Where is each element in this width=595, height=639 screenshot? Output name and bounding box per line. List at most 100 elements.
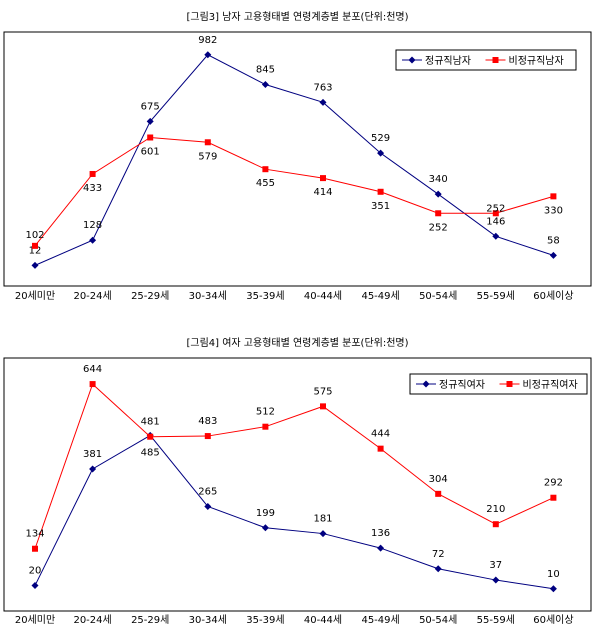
legend-label: 비정규직남자 bbox=[509, 55, 564, 67]
data-point bbox=[550, 193, 557, 200]
data-point bbox=[550, 494, 557, 501]
data-point bbox=[31, 582, 39, 590]
data-point bbox=[377, 445, 384, 452]
data-label: 330 bbox=[544, 205, 563, 216]
legend-marker bbox=[492, 57, 499, 63]
data-point bbox=[204, 433, 211, 440]
data-point bbox=[89, 465, 97, 473]
data-point bbox=[146, 117, 154, 125]
female-age-distribution-chart: 20세미만 20-24세 25-29세 30-34세 35-39세 40-44세 45-49… bbox=[3, 357, 592, 626]
x-tick-label: 55-59세 bbox=[477, 290, 515, 302]
x-tick-label: 30-34세 bbox=[189, 614, 227, 626]
data-label: 455 bbox=[256, 178, 275, 189]
data-label: 102 bbox=[25, 230, 44, 241]
data-point bbox=[262, 166, 269, 173]
data-point bbox=[204, 51, 212, 59]
data-label: 485 bbox=[141, 447, 160, 458]
data-label: 304 bbox=[429, 474, 448, 485]
data-point bbox=[89, 170, 96, 177]
data-point bbox=[377, 544, 385, 552]
chart-1-title: [그림3] 남자 고용형태별 연령계층별 분포(단위:천명) bbox=[186, 12, 409, 23]
x-tick-label: 35-39세 bbox=[246, 290, 284, 302]
x-tick-label: 40-44세 bbox=[304, 614, 342, 626]
data-point bbox=[262, 423, 269, 430]
data-point bbox=[434, 565, 442, 573]
data-label: 579 bbox=[198, 151, 217, 162]
legend-box bbox=[409, 373, 588, 395]
data-label: 381 bbox=[83, 449, 102, 460]
data-point bbox=[32, 545, 38, 552]
data-label: 10 bbox=[547, 569, 560, 580]
x-tick-label: 20세미만 bbox=[15, 290, 55, 302]
data-label: 58 bbox=[547, 235, 560, 246]
series-line-2 bbox=[34, 136, 554, 247]
data-point bbox=[377, 188, 384, 195]
data-label: 444 bbox=[371, 429, 390, 440]
data-point bbox=[435, 490, 442, 497]
data-point bbox=[492, 210, 499, 217]
data-label: 181 bbox=[313, 514, 332, 525]
data-point bbox=[549, 585, 557, 593]
x-tick-label: 60세이상 bbox=[533, 290, 573, 302]
chart-2-title: [그림4] 여자 고용형태별 연령계층별 분포(단위:천명) bbox=[186, 338, 409, 349]
legend-marker bbox=[506, 381, 513, 387]
data-label: 845 bbox=[256, 65, 275, 76]
data-label: 12 bbox=[29, 245, 42, 256]
data-label: 72 bbox=[432, 549, 445, 560]
data-point bbox=[492, 232, 500, 240]
data-label: 136 bbox=[371, 528, 390, 539]
legend-label: 비정규직여자 bbox=[523, 379, 578, 391]
data-label: 340 bbox=[429, 174, 448, 185]
x-tick-label: 25-29세 bbox=[131, 290, 169, 302]
legend-label: 정규직여자 bbox=[439, 379, 485, 391]
x-tick-label: 20세미만 bbox=[15, 614, 55, 626]
data-label: 644 bbox=[83, 364, 102, 375]
data-label: 529 bbox=[371, 133, 390, 144]
data-label: 982 bbox=[198, 35, 217, 46]
data-label: 512 bbox=[256, 407, 275, 418]
data-point bbox=[89, 381, 96, 388]
data-label: 351 bbox=[371, 201, 390, 212]
data-label: 483 bbox=[198, 416, 217, 427]
data-point bbox=[32, 242, 38, 249]
data-point bbox=[549, 251, 557, 259]
data-point bbox=[204, 502, 212, 510]
data-point bbox=[319, 530, 327, 538]
x-tick-label: 30-34세 bbox=[189, 290, 227, 302]
x-tick-label: 25-29세 bbox=[131, 614, 169, 626]
legend-label: 정규직남자 bbox=[425, 55, 471, 67]
data-label: 210 bbox=[486, 504, 505, 515]
data-point bbox=[319, 98, 327, 106]
series-line-2 bbox=[34, 383, 554, 549]
series-line-1 bbox=[34, 434, 554, 590]
data-label: 146 bbox=[486, 216, 505, 227]
x-tick-label: 45-49세 bbox=[361, 290, 399, 302]
x-tick-label: 20-24세 bbox=[73, 290, 111, 302]
data-point bbox=[261, 524, 269, 532]
data-label: 128 bbox=[83, 220, 102, 231]
data-point bbox=[147, 134, 154, 141]
data-label: 252 bbox=[486, 203, 505, 214]
data-label: 675 bbox=[141, 101, 160, 112]
data-point bbox=[492, 576, 500, 584]
data-label: 252 bbox=[429, 222, 448, 233]
x-tick-label: 50-54세 bbox=[419, 290, 457, 302]
data-point bbox=[435, 210, 442, 217]
x-tick-label: 40-44세 bbox=[304, 290, 342, 302]
data-label: 292 bbox=[544, 478, 563, 489]
data-point bbox=[377, 149, 385, 157]
x-tick-label: 60세이상 bbox=[533, 614, 573, 626]
legend-marker bbox=[422, 380, 430, 388]
plot-frame bbox=[3, 31, 592, 287]
male-age-distribution-chart: 20세미만 20-24세 25-29세 30-34세 35-39세 40-44세 45-49… bbox=[3, 31, 592, 302]
series-line-1 bbox=[34, 54, 554, 266]
data-label: 575 bbox=[313, 386, 332, 397]
data-point bbox=[320, 175, 326, 182]
data-point bbox=[434, 190, 442, 198]
data-label: 199 bbox=[256, 508, 275, 519]
data-point bbox=[31, 261, 39, 269]
x-tick-label: 20-24세 bbox=[73, 614, 111, 626]
x-tick-label: 55-59세 bbox=[477, 614, 515, 626]
plot-frame bbox=[3, 357, 592, 612]
data-label: 265 bbox=[198, 486, 217, 497]
